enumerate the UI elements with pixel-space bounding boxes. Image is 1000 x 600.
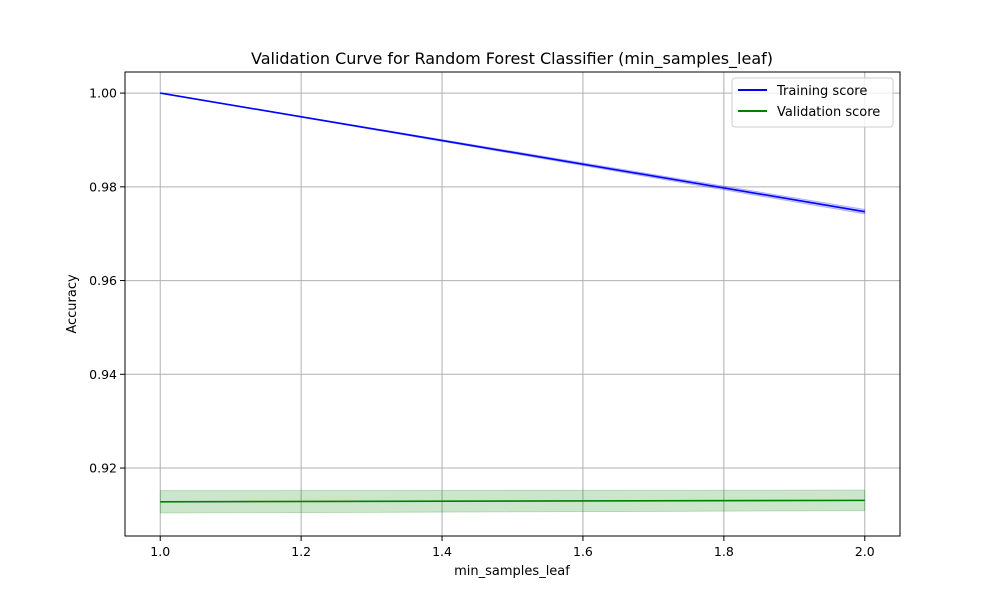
chart-title: Validation Curve for Random Forest Class… [251,49,773,69]
legend-label-validation: Validation score [777,105,880,120]
y-axis-label: Accuracy [65,274,80,334]
y-tick-label-3: 0.98 [89,179,117,194]
x-tick-label-1: 1.2 [291,544,311,559]
x-axis-ticks: 1.0 1.2 1.4 1.6 1.8 2.0 [150,536,875,559]
x-tick-label-5: 2.0 [855,544,875,559]
series-line-1 [160,499,865,503]
y-tick-label-0: 0.92 [89,461,117,476]
y-tick-label-2: 0.96 [89,273,117,288]
legend-label-training: Training score [776,84,867,99]
x-axis-label: min_samples_leaf [454,564,570,579]
x-tick-label-2: 1.4 [432,544,452,559]
y-tick-label-1: 0.94 [89,367,117,382]
y-axis-ticks: 0.92 0.94 0.96 0.98 1.00 [89,86,125,476]
y-tick-label-4: 1.00 [89,86,117,101]
x-tick-label-0: 1.0 [150,544,170,559]
plot-area [125,72,900,536]
plot-frame [124,71,901,537]
legend-box [731,77,894,128]
series-line-0 [160,92,865,213]
x-tick-label-3: 1.6 [573,544,593,559]
x-tick-label-4: 1.8 [714,544,734,559]
legend: Training score Validation score [731,77,894,128]
series-lines [160,92,865,503]
